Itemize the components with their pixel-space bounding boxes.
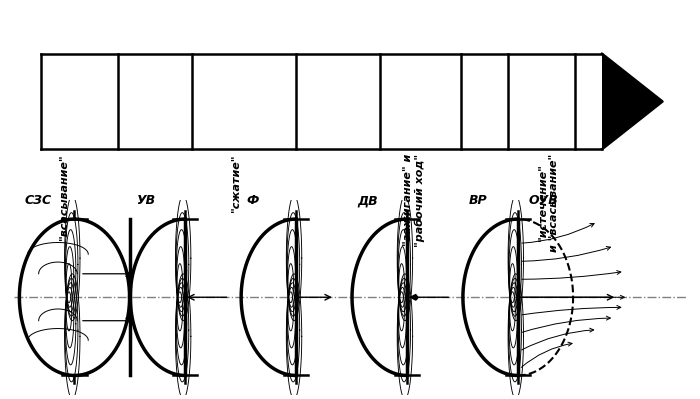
Text: УВ: УВ — [136, 194, 155, 207]
Text: "всасывание": "всасывание" — [60, 153, 69, 240]
Text: "зажигание" и
"рабочий ход": "зажигание" и "рабочий ход" — [402, 153, 425, 247]
Text: СЗС: СЗС — [25, 194, 52, 207]
Polygon shape — [602, 54, 662, 149]
Text: ВР: ВР — [468, 194, 487, 207]
Text: Ф: Ф — [246, 194, 259, 207]
Text: ДВ: ДВ — [358, 194, 378, 207]
Text: "истечение"
и "всасывание": "истечение" и "всасывание" — [538, 153, 559, 252]
Text: ОУВ: ОУВ — [529, 194, 559, 207]
Text: "сжатие": "сжатие" — [231, 153, 241, 212]
